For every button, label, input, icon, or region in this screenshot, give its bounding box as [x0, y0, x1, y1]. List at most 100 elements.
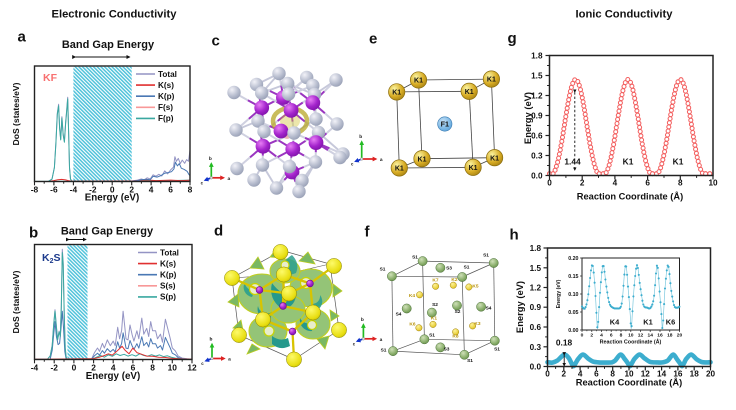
svg-text:KF: KF: [43, 72, 58, 84]
svg-text:S1: S1: [467, 358, 473, 364]
svg-text:0.0: 0.0: [531, 172, 543, 181]
svg-text:Energy (eV): Energy (eV): [556, 279, 562, 308]
svg-text:f: f: [365, 224, 371, 241]
svg-text:1.8: 1.8: [530, 244, 542, 253]
svg-text:a: a: [228, 358, 231, 363]
svg-text:8: 8: [620, 333, 623, 339]
svg-text:F(s): F(s): [158, 103, 173, 112]
svg-text:-8: -8: [31, 185, 39, 195]
svg-text:S1: S1: [494, 347, 500, 353]
svg-text:S(s): S(s): [160, 282, 176, 291]
svg-text:4: 4: [613, 179, 618, 188]
svg-text:F1: F1: [441, 120, 449, 129]
svg-text:K3: K3: [474, 321, 480, 327]
svg-text:Ionic Conductivity: Ionic Conductivity: [576, 8, 674, 20]
svg-text:Reaction Coordinate (Å): Reaction Coordinate (Å): [577, 191, 683, 201]
svg-text:8: 8: [150, 363, 155, 373]
svg-text:DoS (states/eV): DoS (states/eV): [11, 270, 21, 333]
svg-text:6: 6: [168, 185, 173, 195]
svg-text:S1: S1: [412, 255, 418, 261]
svg-text:K1: K1: [392, 90, 401, 97]
svg-text:Electronic Conductivity: Electronic Conductivity: [52, 8, 178, 20]
svg-text:a: a: [227, 177, 230, 182]
svg-text:K1: K1: [490, 155, 499, 162]
svg-text:S2: S2: [432, 302, 438, 308]
svg-text:4: 4: [600, 333, 603, 339]
svg-text:-4: -4: [70, 185, 78, 195]
svg-text:Reaction Coordinate (Å): Reaction Coordinate (Å): [600, 339, 662, 346]
svg-text:0.18: 0.18: [556, 338, 573, 348]
svg-text:b: b: [361, 317, 364, 323]
svg-text:K1: K1: [673, 157, 684, 167]
svg-text:K(s): K(s): [160, 259, 176, 268]
svg-text:0.15: 0.15: [568, 274, 578, 280]
svg-text:0: 0: [72, 363, 77, 373]
svg-text:F(p): F(p): [158, 114, 174, 123]
svg-text:0.9: 0.9: [530, 303, 542, 312]
svg-text:a: a: [380, 338, 383, 343]
svg-text:c: c: [201, 361, 204, 366]
svg-text:K6: K6: [666, 318, 675, 327]
svg-text:Total: Total: [158, 70, 177, 79]
svg-text:b: b: [210, 337, 213, 343]
svg-text:2: 2: [562, 370, 567, 379]
svg-text:20: 20: [706, 370, 716, 379]
svg-text:6: 6: [645, 179, 650, 188]
svg-text:c: c: [212, 33, 220, 50]
svg-text:K1: K1: [414, 78, 423, 85]
svg-text:0.05: 0.05: [568, 310, 578, 316]
svg-text:Energy (eV): Energy (eV): [522, 92, 533, 144]
svg-text:K(s): K(s): [158, 81, 174, 90]
svg-text:g: g: [508, 30, 517, 47]
svg-text:6: 6: [610, 333, 613, 339]
svg-text:-6: -6: [50, 185, 58, 195]
svg-text:K2: K2: [451, 277, 457, 283]
svg-text:10: 10: [708, 179, 718, 188]
svg-text:S1: S1: [429, 333, 435, 339]
svg-text:0.10: 0.10: [568, 292, 578, 298]
svg-text:Energy (eV): Energy (eV): [514, 281, 525, 333]
svg-text:S(p): S(p): [160, 293, 176, 302]
svg-text:Band Gap Energy: Band Gap Energy: [62, 39, 155, 51]
svg-text:S1: S1: [381, 348, 387, 354]
svg-text:1.8: 1.8: [531, 52, 543, 61]
svg-text:c: c: [353, 341, 356, 346]
svg-text:a: a: [18, 29, 27, 46]
svg-text:Band Gap Energy: Band Gap Energy: [61, 226, 154, 238]
svg-text:8: 8: [188, 185, 193, 195]
svg-text:a: a: [380, 158, 383, 163]
svg-text:1.5: 1.5: [530, 264, 542, 273]
svg-text:K7: K7: [432, 278, 438, 284]
svg-text:8: 8: [678, 179, 683, 188]
svg-text:b: b: [29, 225, 38, 242]
svg-text:0.00: 0.00: [568, 328, 578, 334]
svg-text:10: 10: [628, 333, 634, 339]
svg-text:K1: K1: [418, 156, 427, 163]
svg-text:DoS (states/eV): DoS (states/eV): [11, 82, 21, 145]
svg-text:0: 0: [581, 333, 584, 339]
svg-text:-2: -2: [50, 363, 58, 373]
svg-text:14: 14: [647, 333, 653, 339]
svg-text:S4: S4: [396, 312, 402, 318]
svg-text:Reaction Coordinate (Å): Reaction Coordinate (Å): [576, 378, 682, 388]
svg-text:S1: S1: [483, 253, 489, 259]
svg-text:K1: K1: [395, 166, 404, 173]
svg-text:K1: K1: [487, 77, 496, 84]
svg-text:1.44: 1.44: [564, 157, 581, 167]
svg-text:16: 16: [657, 333, 663, 339]
svg-text:1.5: 1.5: [531, 72, 543, 81]
svg-text:h: h: [510, 227, 519, 244]
svg-text:K1: K1: [465, 89, 474, 96]
svg-text:2: 2: [580, 179, 585, 188]
svg-text:c: c: [351, 162, 354, 167]
svg-text:12: 12: [187, 363, 197, 373]
svg-text:-4: -4: [31, 363, 39, 373]
svg-text:0.3: 0.3: [530, 343, 542, 352]
svg-text:K1: K1: [431, 316, 437, 322]
svg-text:K4: K4: [610, 318, 620, 327]
svg-text:0: 0: [545, 370, 550, 379]
svg-text:S3: S3: [444, 347, 450, 353]
svg-text:S1: S1: [380, 267, 386, 273]
svg-text:K8: K8: [452, 334, 458, 340]
svg-text:10: 10: [168, 363, 178, 373]
